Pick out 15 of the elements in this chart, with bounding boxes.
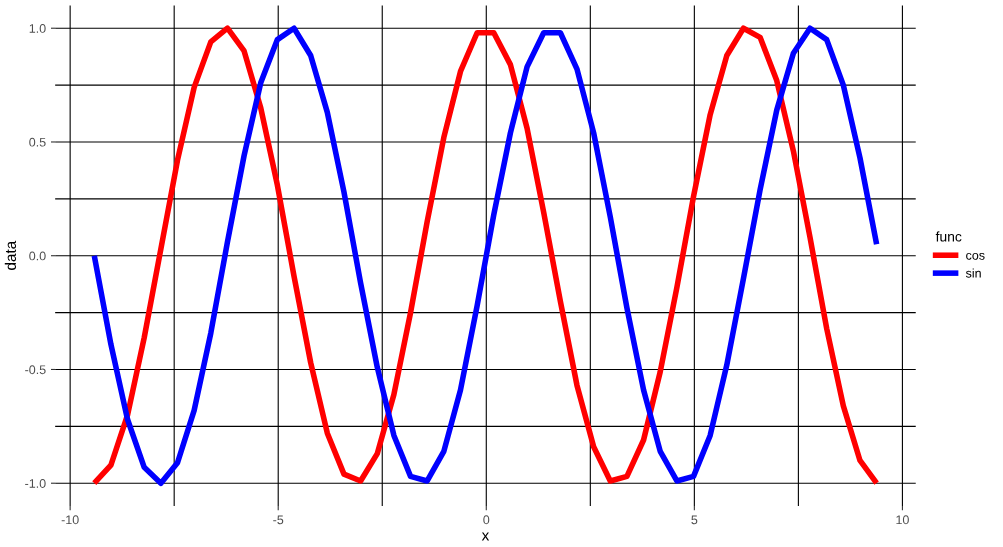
- y-tick-label: -0.5: [25, 365, 46, 375]
- x-tick-label: -5: [273, 515, 284, 525]
- x-tick-label: 5: [691, 515, 698, 525]
- x-tick-label: -10: [61, 515, 79, 525]
- legend-label: cos: [966, 252, 985, 260]
- y-tick-label: 1.0: [29, 24, 46, 33]
- legend-title: func: [935, 231, 962, 242]
- x-tick-label: 10: [896, 515, 909, 525]
- legend-label: sin: [965, 268, 981, 278]
- x-tick-label: 0: [483, 515, 490, 525]
- y-tick-label: 0.0: [29, 251, 46, 261]
- x-axis-title: x: [481, 532, 490, 541]
- y-axis-title: data: [4, 240, 17, 270]
- y-tick-label: -1.0: [25, 479, 46, 488]
- y-tick-label: 0.5: [29, 137, 46, 147]
